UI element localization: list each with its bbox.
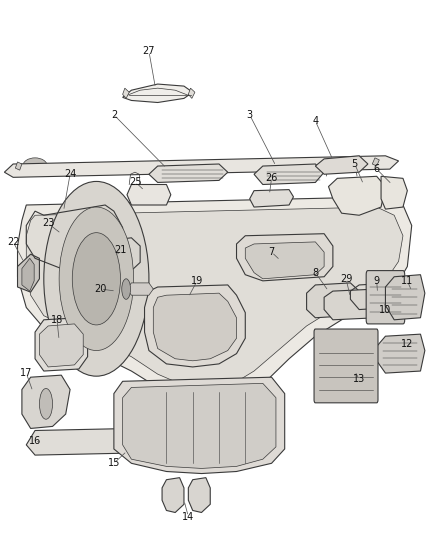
- Polygon shape: [324, 289, 381, 320]
- Text: 29: 29: [340, 274, 352, 284]
- Text: 6: 6: [374, 164, 380, 174]
- Polygon shape: [15, 162, 22, 170]
- Text: 21: 21: [114, 245, 127, 255]
- Polygon shape: [4, 156, 399, 177]
- Polygon shape: [254, 164, 324, 184]
- Polygon shape: [123, 84, 193, 102]
- Text: 22: 22: [7, 237, 19, 247]
- Polygon shape: [245, 242, 324, 279]
- Polygon shape: [315, 156, 368, 174]
- Polygon shape: [22, 375, 70, 429]
- Text: 14: 14: [182, 512, 194, 522]
- Text: 12: 12: [401, 340, 413, 350]
- Polygon shape: [26, 207, 403, 390]
- Text: 3: 3: [247, 110, 253, 120]
- Polygon shape: [385, 274, 425, 320]
- Polygon shape: [328, 176, 385, 215]
- Text: 7: 7: [268, 247, 275, 257]
- Text: 8: 8: [312, 268, 318, 278]
- Polygon shape: [39, 324, 83, 367]
- Polygon shape: [127, 184, 171, 205]
- Ellipse shape: [44, 181, 149, 376]
- Circle shape: [39, 389, 53, 419]
- Polygon shape: [127, 283, 153, 295]
- Text: 20: 20: [95, 284, 107, 294]
- Polygon shape: [145, 285, 245, 367]
- Text: 5: 5: [352, 159, 358, 169]
- Polygon shape: [188, 88, 195, 99]
- Text: 13: 13: [353, 374, 365, 384]
- Polygon shape: [18, 197, 412, 402]
- Polygon shape: [123, 88, 129, 99]
- Polygon shape: [26, 429, 158, 455]
- Polygon shape: [250, 190, 293, 207]
- Text: 16: 16: [29, 436, 41, 446]
- Polygon shape: [381, 176, 407, 209]
- Polygon shape: [123, 383, 276, 469]
- FancyBboxPatch shape: [366, 271, 405, 324]
- Text: 17: 17: [20, 368, 32, 378]
- Polygon shape: [237, 233, 333, 281]
- Polygon shape: [114, 377, 285, 473]
- Polygon shape: [307, 283, 359, 318]
- Polygon shape: [377, 334, 425, 373]
- Polygon shape: [153, 293, 237, 361]
- Polygon shape: [149, 164, 228, 182]
- Text: 4: 4: [312, 116, 318, 126]
- Polygon shape: [35, 318, 88, 371]
- Text: 24: 24: [64, 169, 76, 179]
- Text: 25: 25: [130, 177, 142, 188]
- Text: 10: 10: [379, 304, 392, 314]
- Polygon shape: [162, 478, 184, 513]
- Text: 15: 15: [108, 458, 120, 469]
- Ellipse shape: [59, 207, 134, 351]
- Text: 18: 18: [51, 315, 63, 325]
- Ellipse shape: [23, 158, 47, 174]
- Circle shape: [122, 279, 131, 300]
- Text: 26: 26: [265, 173, 278, 183]
- Polygon shape: [188, 478, 210, 513]
- Text: 11: 11: [401, 276, 413, 286]
- Polygon shape: [22, 259, 34, 291]
- Text: 23: 23: [42, 219, 54, 229]
- Text: 27: 27: [143, 46, 155, 56]
- Text: 2: 2: [111, 110, 117, 120]
- FancyBboxPatch shape: [314, 329, 378, 403]
- Text: 19: 19: [191, 276, 203, 286]
- Text: 9: 9: [374, 276, 380, 286]
- Polygon shape: [372, 158, 379, 166]
- Polygon shape: [18, 254, 39, 292]
- Ellipse shape: [72, 233, 120, 325]
